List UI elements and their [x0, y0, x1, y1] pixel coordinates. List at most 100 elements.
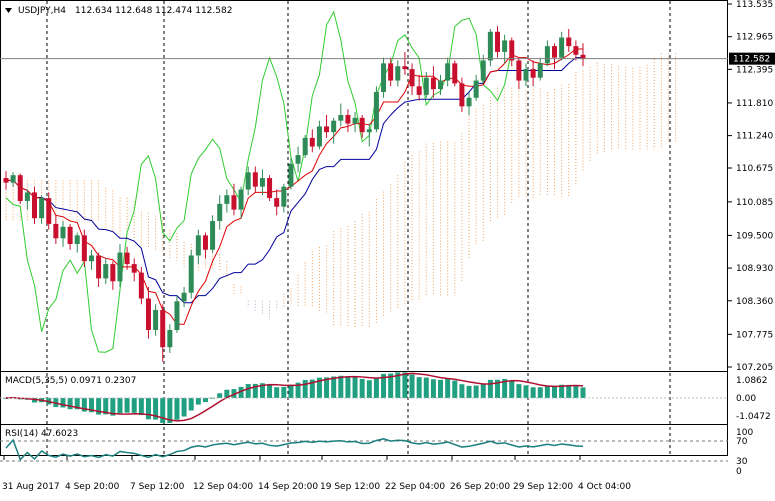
candle-body: [138, 272, 144, 299]
time-axis[interactable]: 31 Aug 2017 4 Sep 20:00 7 Sep 12:00 12 Sep …: [2, 456, 631, 492]
macd-bar: [295, 382, 301, 398]
price-axis-label: 111.810: [736, 99, 773, 109]
candle-body: [438, 80, 444, 90]
candle-body: [231, 195, 237, 210]
price-axis-label: 113.535: [736, 0, 773, 10]
macd-bar: [495, 379, 501, 398]
candle-body: [302, 137, 308, 156]
macd-bar: [523, 385, 529, 398]
macd-bar: [31, 398, 37, 403]
kijun-sen-line: [6, 57, 583, 304]
tenkan-sen-line: [6, 48, 583, 325]
triangle-down-icon[interactable]: [5, 8, 12, 13]
macd-bar: [167, 398, 173, 423]
ichimoku-cloud: [5, 53, 677, 328]
macd-bar: [502, 379, 508, 398]
candle-body: [3, 178, 9, 183]
candle-body: [288, 163, 294, 187]
macd-bar: [81, 398, 87, 412]
candle-body: [566, 37, 572, 47]
candle-body: [544, 46, 550, 64]
candle-body: [217, 203, 223, 222]
candle-body: [416, 86, 422, 95]
candle-body: [324, 126, 330, 133]
time-axis-label: 31 Aug 2017: [2, 482, 60, 492]
macd-bar: [117, 398, 123, 414]
candle-body: [252, 172, 258, 187]
candle-body: [509, 40, 515, 61]
current-price-tag: 112.582: [729, 52, 775, 65]
macd-bar: [267, 385, 273, 398]
macd-bar: [252, 383, 258, 398]
macd-bar: [259, 383, 265, 398]
macd-bar: [138, 398, 144, 416]
price-axis-label: 110.085: [736, 198, 773, 208]
macd-bar: [188, 398, 194, 411]
candle-body: [338, 114, 344, 121]
candle-body: [31, 192, 37, 219]
price-axis-label: 110.675: [736, 164, 773, 174]
macd-bar: [174, 398, 180, 420]
macd-bar: [345, 376, 351, 398]
candle-body: [110, 264, 116, 282]
macd-bar: [231, 389, 237, 398]
candle-body: [381, 63, 387, 93]
time-axis-label: 4 Sep 20:00: [65, 482, 120, 492]
macd-bar: [338, 375, 344, 398]
macd-bar: [96, 398, 102, 415]
candle-body: [559, 37, 565, 58]
macd-bar: [388, 373, 394, 398]
candle-body: [88, 255, 94, 262]
candle-body: [274, 198, 280, 207]
symbol-label: USDJPY,H4: [18, 6, 66, 16]
candle-body: [17, 175, 23, 201]
macd-bar: [309, 379, 315, 398]
candle-body: [81, 235, 87, 262]
candle-body: [195, 235, 201, 256]
macd-bar: [516, 384, 522, 398]
macd-bar: [566, 384, 572, 398]
candle-body: [181, 292, 187, 302]
macd-bar: [452, 380, 458, 398]
candle-body: [245, 172, 251, 190]
candle-body: [359, 117, 365, 133]
candle-body: [210, 221, 216, 250]
candle-body: [366, 129, 372, 133]
macd-axis-label: 0.00: [736, 394, 756, 404]
candle-body: [131, 264, 137, 273]
price-axis[interactable]: 113.535 112.965 112.395 111.810 111.240 110.6…: [728, 0, 773, 373]
macd-bar: [480, 383, 486, 398]
candle-body: [402, 66, 408, 70]
macd-signal-line: [5, 372, 584, 422]
macd-bar: [430, 379, 436, 398]
rsi-axis-label: 100: [736, 428, 753, 438]
time-axis-label: 7 Sep 12:00: [130, 482, 185, 492]
candle-body: [53, 223, 59, 239]
candle-body: [10, 175, 16, 183]
chikou-span-line: [5, 10, 513, 353]
candle-body: [316, 126, 322, 147]
svg-text:112.582: 112.582: [733, 55, 770, 65]
chart-header: USDJPY,H4 112.634 112.648 112.474 112.58…: [5, 6, 232, 16]
candle-body: [46, 198, 52, 224]
candle-body: [67, 226, 73, 244]
time-axis-label: 12 Sep 04:00: [193, 482, 253, 492]
macd-bar: [559, 384, 565, 398]
price-axis-label: 112.965: [736, 33, 773, 43]
price-axis-label: 111.240: [736, 132, 773, 142]
macd-bar: [316, 377, 322, 398]
macd-bar: [202, 398, 208, 403]
rsi-title: RSI(14) 47.6023: [5, 429, 78, 439]
candle-body: [552, 46, 558, 58]
macd-bar: [423, 377, 429, 398]
macd-bar: [438, 379, 444, 398]
macd-bar: [238, 386, 244, 398]
time-axis-label: 29 Sep 12:00: [513, 482, 573, 492]
macd-bar: [245, 384, 251, 398]
price-axis-label: 112.395: [736, 65, 773, 75]
candle-body: [573, 46, 579, 55]
candle-body: [309, 137, 315, 147]
